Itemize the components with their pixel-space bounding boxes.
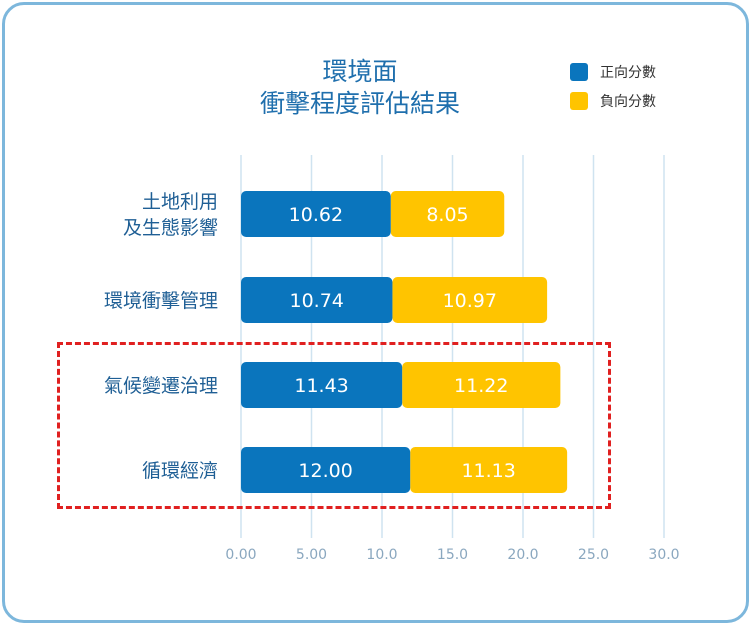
highlight-box	[57, 342, 611, 509]
bar-negative-0	[390, 191, 505, 237]
bar-value-label-positive-1: 10.74	[290, 290, 344, 312]
x-tick-label-0: 0.00	[225, 547, 256, 563]
bar-positive-2	[241, 362, 403, 408]
chart-title-line-2: 衝擊程度評估結果	[259, 89, 460, 118]
bar-negative-1	[392, 277, 548, 323]
legend-label-positive: 正向分數	[600, 65, 656, 81]
bar-negative-3	[410, 447, 568, 493]
category-label-0-0: 土地利用	[142, 191, 218, 213]
x-tick-label-1: 5.00	[296, 547, 327, 563]
legend-swatch-positive	[570, 63, 588, 81]
legend-swatch-negative	[570, 92, 588, 110]
legend-label-negative: 負向分數	[600, 94, 656, 110]
bar-negative-2	[402, 362, 561, 408]
category-label-3-0: 循環經濟	[142, 460, 218, 482]
bar-positive-0	[241, 191, 391, 237]
bar-value-label-positive-0: 10.62	[289, 204, 343, 226]
bar-positive-1	[241, 277, 393, 323]
x-tick-label-3: 15.0	[437, 547, 468, 563]
legend-item-positive: 正向分數	[570, 62, 656, 82]
x-tick-label-2: 10.0	[366, 547, 397, 563]
bar-value-label-negative-1: 10.97	[443, 290, 497, 312]
bar-value-label-positive-3: 12.00	[298, 460, 352, 482]
bar-positive-3	[241, 447, 411, 493]
bar-value-label-negative-3: 11.13	[461, 460, 515, 482]
x-tick-label-6: 30.0	[648, 547, 679, 563]
bar-value-label-negative-0: 8.05	[426, 204, 468, 226]
x-tick-label-4: 20.0	[507, 547, 538, 563]
category-label-1-0: 環境衝擊管理	[104, 290, 218, 312]
category-label-0-1: 及生態影響	[123, 217, 218, 239]
category-label-2-0: 氣候變遷治理	[104, 375, 218, 397]
bar-value-label-positive-2: 11.43	[294, 375, 348, 397]
chart-title-line-1: 環境面	[322, 57, 398, 86]
x-tick-label-5: 25.0	[578, 547, 609, 563]
legend-item-negative: 負向分數	[570, 91, 656, 111]
bar-value-label-negative-2: 11.22	[454, 375, 508, 397]
